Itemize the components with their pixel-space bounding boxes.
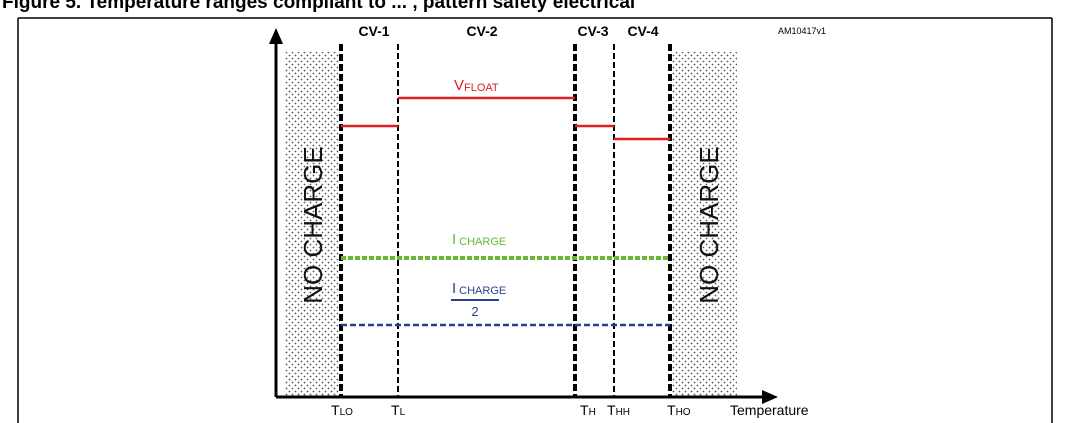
x-axis-arrow — [762, 390, 778, 404]
figure-caption: Figure 5. Temperature ranges compliant t… — [2, 0, 636, 13]
no-charge-zone-left — [285, 52, 340, 397]
tl-sub: L — [400, 407, 406, 418]
icharge-half-label-sub: CHARGE — [459, 285, 506, 297]
threshold-label-thh: THH — [607, 402, 630, 418]
icharge-half-label: I CHARGE — [452, 280, 506, 297]
vfloat-line — [341, 96, 670, 141]
zone-label-cv-1: CV-1 — [358, 23, 389, 39]
zone-label-cv-4: CV-4 — [627, 23, 658, 39]
tho-main: T — [667, 402, 676, 418]
tl-main: T — [391, 402, 400, 418]
no-charge-label-left: NO CHARGE — [298, 146, 328, 303]
zone-label-cv-2: CV-2 — [466, 23, 497, 39]
zone-label-cv-3: CV-3 — [577, 23, 608, 39]
tlo-main: T — [331, 402, 340, 418]
threshold-label-tl: TL — [391, 402, 406, 418]
threshold-label-th: TH — [580, 402, 596, 418]
threshold-label-tlo: TLO — [331, 402, 353, 418]
icharge-label-sub: CHARGE — [459, 236, 506, 248]
vfloat-label-sub: FLOAT — [464, 82, 499, 94]
icharge-half-label-main: I — [452, 280, 456, 297]
threshold-label-tho: THO — [667, 402, 691, 418]
reference-id: AM10417v1 — [778, 26, 826, 36]
th-sub: H — [589, 407, 596, 418]
no-charge-zone-right — [671, 52, 737, 397]
thh-sub: HH — [616, 407, 630, 418]
vfloat-label-main: V — [454, 77, 464, 94]
x-axis-label: Temperature — [730, 402, 809, 418]
thh-main: T — [607, 402, 616, 418]
y-axis-arrow — [269, 28, 283, 44]
vfloat-label: VFLOAT — [454, 77, 499, 94]
fraction-denominator: 2 — [471, 304, 478, 319]
tlo-sub: LO — [340, 407, 354, 418]
th-main: T — [580, 402, 589, 418]
icharge-label: I CHARGE — [452, 231, 506, 248]
no-charge-label-right: NO CHARGE — [694, 146, 724, 303]
tho-sub: HO — [676, 407, 691, 418]
icharge-label-main: I — [452, 231, 456, 248]
